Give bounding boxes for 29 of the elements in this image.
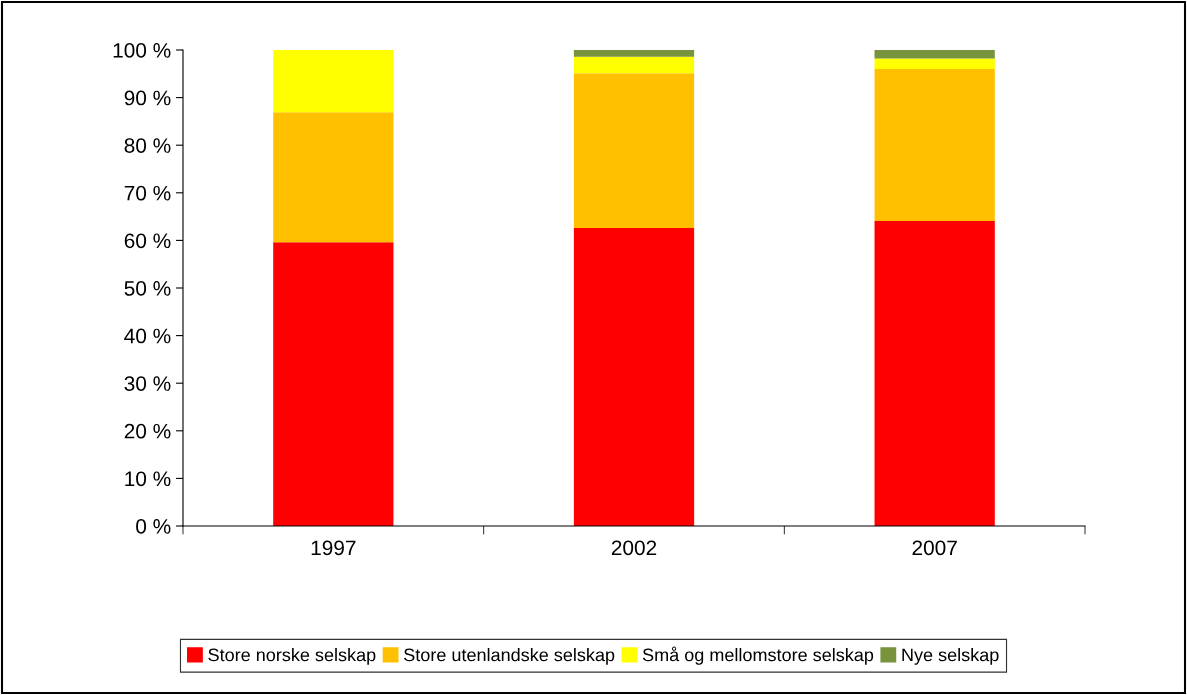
legend-label: Store norske selskap xyxy=(208,648,376,665)
y-tick-label: 50 % xyxy=(124,281,171,296)
bar xyxy=(573,56,695,74)
bar xyxy=(573,50,695,57)
bar xyxy=(573,228,695,526)
bar xyxy=(874,220,995,526)
y-tick-label: 30 % xyxy=(124,376,171,391)
y-tick-label: 90 % xyxy=(124,90,171,106)
bar xyxy=(273,50,394,113)
bar xyxy=(874,58,995,70)
y-tick-label: 0 % xyxy=(136,519,171,534)
y-tick-label: 20 % xyxy=(124,423,171,439)
y-tick-label: 60 % xyxy=(124,233,171,249)
bar xyxy=(273,242,394,526)
y-tick-label: 70 % xyxy=(124,185,171,201)
bar xyxy=(573,73,695,229)
x-tick-label: 2002 xyxy=(611,540,657,556)
legend-label: Store utenlandske selskap xyxy=(404,648,615,665)
y-tick-label: 80 % xyxy=(124,138,171,153)
y-tick-label: 40 % xyxy=(124,328,171,344)
bar xyxy=(273,112,394,243)
bar xyxy=(874,69,995,221)
bar xyxy=(874,50,995,59)
x-tick-label: 2007 xyxy=(912,540,957,556)
y-tick-label: 100 % xyxy=(113,43,171,58)
legend-label: Nye selskap xyxy=(902,648,999,665)
legend-label: Små og mellomstore selskap xyxy=(642,646,874,665)
y-tick-label: 10 % xyxy=(125,471,171,487)
x-tick-label: 1997 xyxy=(311,540,356,556)
